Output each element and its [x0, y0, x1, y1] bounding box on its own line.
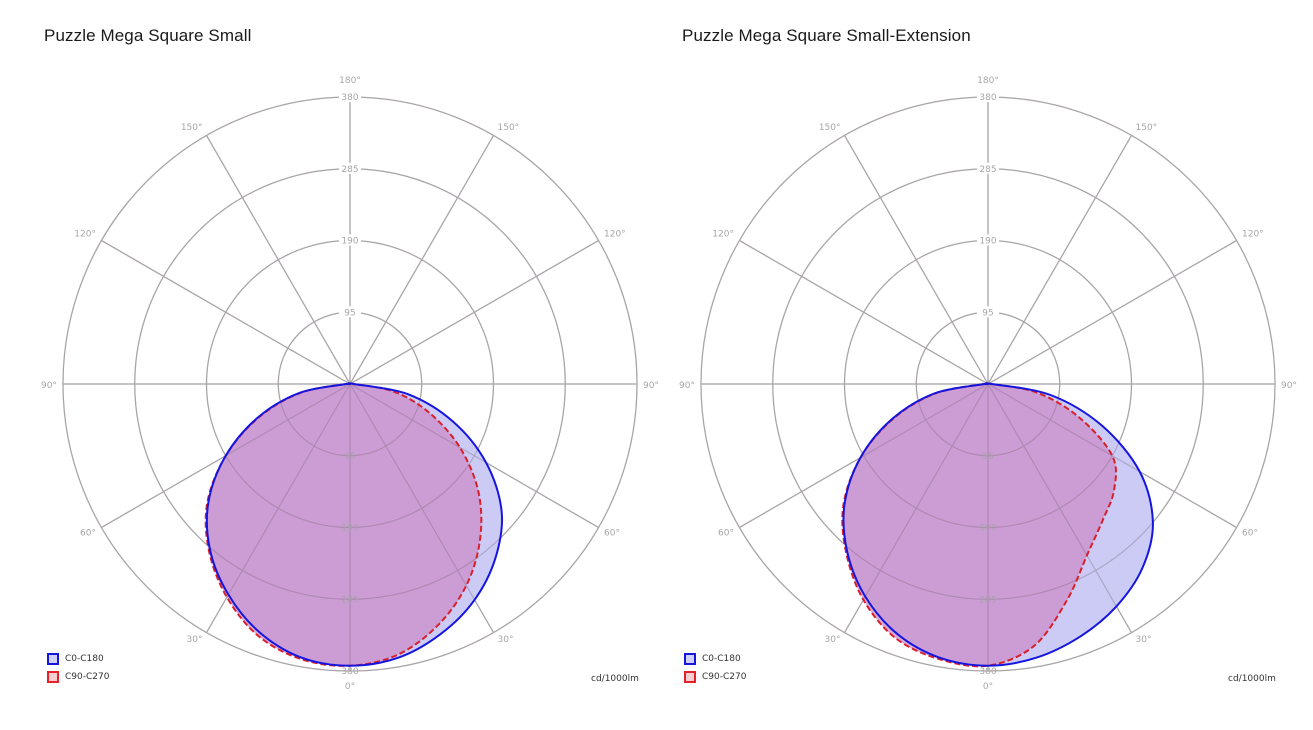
series-fill-c90-c270	[205, 383, 482, 666]
angle-label: 90°	[643, 381, 659, 391]
radial-tick-label: 285	[341, 165, 358, 175]
angle-label: 30°	[498, 635, 514, 645]
polar-chart-left: 95 95 190 190 285 285 380 380 180° 0° 30° 30° 60° 60°…	[41, 76, 659, 692]
legend-label: C90-C270	[65, 672, 110, 682]
legend-item-c90-c270: C90-C270	[47, 668, 109, 686]
radial-tick-label: 285	[341, 595, 358, 605]
angle-label: 150°	[181, 123, 203, 133]
grid-spoke	[205, 135, 351, 385]
grid-spoke	[987, 239, 1237, 385]
legend-label: C90-C270	[702, 672, 747, 682]
polar-chart-right: 95 95 190 190 285 285 380 380 180° 0° 30° 30° 60° 60°…	[679, 76, 1297, 692]
legend-label: C0-C180	[702, 654, 741, 664]
radial-tick-label: 190	[979, 524, 996, 534]
angle-label: 30°	[825, 635, 841, 645]
angle-label: 90°	[41, 381, 57, 391]
angle-label: 90°	[1281, 381, 1297, 391]
radial-tick-label: 95	[344, 308, 355, 318]
angle-label: 0°	[983, 682, 993, 692]
legend-label: C0-C180	[65, 654, 104, 664]
angle-label: 150°	[819, 123, 841, 133]
legend-left: C0-C180 C90-C270	[47, 650, 109, 686]
legend-swatch-blue-icon	[47, 653, 59, 665]
radial-tick-label: 380	[341, 667, 358, 677]
grid-spoke	[349, 135, 495, 385]
angle-label: 180°	[339, 76, 361, 86]
legend-swatch-red-dashed-icon	[684, 671, 696, 683]
angle-label: 90°	[679, 381, 695, 391]
series-line-c0-c180	[842, 382, 1154, 667]
radial-tick-label: 285	[979, 595, 996, 605]
angle-label: 60°	[718, 529, 734, 539]
angle-label: 60°	[80, 529, 96, 539]
angle-label: 30°	[1136, 635, 1152, 645]
series-line-c90-c270	[204, 382, 483, 667]
unit-label-right: cd/1000lm	[1228, 674, 1276, 684]
series-line-c0-c180	[205, 382, 503, 667]
legend-swatch-blue-icon	[684, 653, 696, 665]
series-fill-c90-c270	[842, 383, 1117, 667]
radial-tick-label: 95	[982, 452, 993, 462]
angle-label: 120°	[1242, 230, 1264, 240]
legend-swatch-red-dashed-icon	[47, 671, 59, 683]
grid-spoke	[987, 135, 1133, 385]
angle-label: 120°	[74, 230, 96, 240]
radial-tick-label: 190	[979, 237, 996, 247]
grid-spoke	[349, 239, 599, 385]
legend-item-c90-c270: C90-C270	[684, 668, 746, 686]
radial-tick-label: 95	[344, 452, 355, 462]
angle-label: 30°	[187, 635, 203, 645]
radial-tick-label: 380	[341, 93, 358, 103]
unit-label-left: cd/1000lm	[591, 674, 639, 684]
radial-tick-label: 95	[982, 308, 993, 318]
angle-label: 120°	[604, 230, 626, 240]
angle-label: 120°	[712, 230, 734, 240]
radial-tick-label: 380	[979, 667, 996, 677]
angle-label: 180°	[977, 76, 999, 86]
chart-title-left: Puzzle Mega Square Small	[44, 26, 252, 45]
angle-label: 60°	[1242, 529, 1258, 539]
grid-spoke	[739, 239, 989, 385]
radial-tick-label: 380	[979, 93, 996, 103]
legend-item-c0-c180: C0-C180	[47, 650, 109, 668]
radial-tick-label: 190	[341, 524, 358, 534]
angle-label: 150°	[1136, 123, 1158, 133]
legend-item-c0-c180: C0-C180	[684, 650, 746, 668]
angle-label: 150°	[498, 123, 520, 133]
angle-label: 0°	[345, 682, 355, 692]
radial-tick-label: 190	[341, 237, 358, 247]
grid-spoke	[101, 239, 351, 385]
legend-right: C0-C180 C90-C270	[684, 650, 746, 686]
angle-label: 60°	[604, 529, 620, 539]
chart-title-right: Puzzle Mega Square Small-Extension	[682, 26, 971, 45]
grid-spoke	[843, 135, 989, 385]
radial-tick-label: 285	[979, 165, 996, 175]
